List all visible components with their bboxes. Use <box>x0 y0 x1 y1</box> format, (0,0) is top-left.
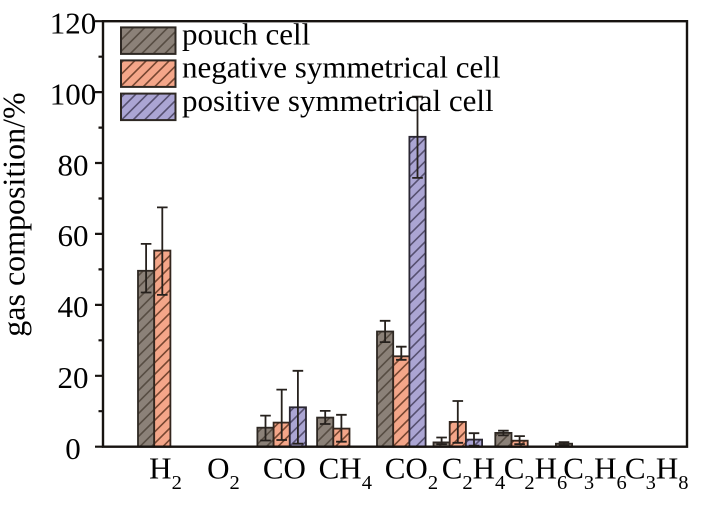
svg-text:CH4: CH4 <box>319 451 372 495</box>
svg-text:20: 20 <box>58 360 89 395</box>
svg-text:pouch cell: pouch cell <box>182 17 310 52</box>
svg-text:O2: O2 <box>207 451 240 495</box>
svg-text:80: 80 <box>58 147 89 182</box>
svg-text:C2H4: C2H4 <box>442 451 506 495</box>
svg-text:100: 100 <box>50 76 97 111</box>
svg-text:C3H6: C3H6 <box>563 451 627 495</box>
svg-text:0: 0 <box>65 431 81 466</box>
svg-text:H2: H2 <box>149 451 182 495</box>
svg-text:negative symmetrical cell: negative symmetrical cell <box>182 50 500 85</box>
svg-text:40: 40 <box>58 289 89 324</box>
svg-text:C2H6: C2H6 <box>504 451 568 495</box>
svg-text:120: 120 <box>50 6 97 41</box>
svg-text:CO2: CO2 <box>385 451 438 495</box>
svg-text:60: 60 <box>58 218 89 253</box>
svg-text:CO: CO <box>263 451 306 486</box>
svg-text:C3H8: C3H8 <box>625 451 689 495</box>
svg-text:positive symmetrical cell: positive symmetrical cell <box>182 83 494 118</box>
svg-text:gas composition/%: gas composition/% <box>0 92 32 336</box>
